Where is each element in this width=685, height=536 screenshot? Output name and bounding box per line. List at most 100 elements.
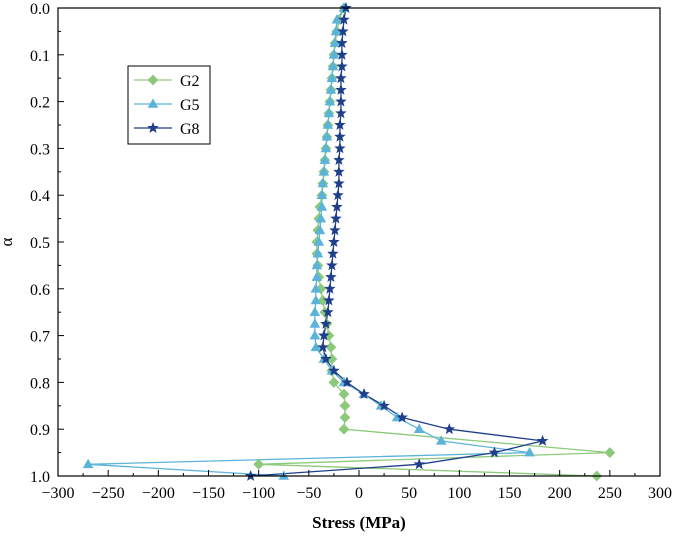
x-tick-label: −300 bbox=[41, 485, 74, 502]
data-point-g8 bbox=[323, 294, 335, 306]
x-tick-label: 0 bbox=[355, 485, 363, 502]
data-point-g5 bbox=[320, 142, 332, 153]
data-point-g8 bbox=[324, 282, 336, 294]
data-point-g5 bbox=[312, 248, 324, 258]
data-point-g5 bbox=[327, 60, 339, 71]
x-tick-label: 100 bbox=[447, 485, 471, 502]
y-tick-label: 0.2 bbox=[30, 95, 50, 112]
data-point-g5 bbox=[317, 177, 329, 188]
data-point-g2 bbox=[253, 458, 265, 470]
data-point-g5 bbox=[323, 107, 335, 118]
legend-label-g5: G5 bbox=[180, 97, 200, 114]
data-point-g8 bbox=[334, 118, 346, 130]
data-point-g5 bbox=[314, 224, 326, 235]
legend-box bbox=[127, 65, 211, 145]
data-point-g5 bbox=[322, 119, 334, 129]
data-point-g5 bbox=[331, 14, 343, 24]
y-tick-label: 0.8 bbox=[30, 375, 50, 392]
x-axis-label: Stress (MPa) bbox=[312, 513, 406, 532]
y-tick-label: 0.3 bbox=[30, 141, 50, 158]
data-point-g5 bbox=[321, 131, 333, 141]
legend-marker-g5 bbox=[147, 98, 159, 108]
data-point-g2 bbox=[325, 341, 337, 353]
data-point-g8 bbox=[536, 434, 549, 446]
data-point-g8 bbox=[378, 399, 390, 411]
data-point-g8 bbox=[335, 95, 347, 107]
data-point-g8 bbox=[330, 212, 342, 224]
data-point-g8 bbox=[332, 189, 344, 201]
data-point-g8 bbox=[325, 271, 337, 282]
x-tick-label: 200 bbox=[548, 485, 572, 502]
y-tick-label: 0.9 bbox=[30, 422, 50, 439]
data-point-g2 bbox=[328, 376, 340, 388]
x-tick-label: 50 bbox=[401, 485, 417, 502]
data-point-g8 bbox=[488, 446, 501, 458]
data-point-g5 bbox=[325, 84, 337, 94]
data-point-g8 bbox=[335, 83, 347, 95]
data-point-g5 bbox=[309, 306, 321, 317]
legend-label-g8: G8 bbox=[180, 121, 200, 138]
data-point-g5 bbox=[329, 37, 341, 47]
data-point-g8 bbox=[334, 130, 346, 142]
data-point-g8 bbox=[341, 376, 353, 388]
data-point-g5 bbox=[315, 212, 327, 223]
data-point-g8 bbox=[335, 107, 347, 119]
data-point-g5 bbox=[310, 341, 322, 352]
data-point-g8 bbox=[338, 13, 350, 25]
data-point-g8 bbox=[358, 388, 370, 399]
data-point-g8 bbox=[336, 48, 348, 60]
data-point-g8 bbox=[318, 329, 330, 341]
x-tick-label: 300 bbox=[648, 485, 672, 502]
data-point-g5 bbox=[82, 458, 94, 469]
data-point-g2 bbox=[338, 388, 350, 400]
data-point-g5 bbox=[328, 49, 340, 59]
data-point-g8 bbox=[396, 411, 408, 423]
x-tick-label: 250 bbox=[598, 485, 622, 502]
y-tick-label: 0.1 bbox=[30, 48, 50, 65]
data-point-g8 bbox=[333, 165, 345, 177]
y-axis-ticks: 0.0 0.1 0.2 0.3 0.4 0.5 0.6 0.7 0.8 0.9 1.0 bbox=[30, 1, 64, 486]
data-point-g2 bbox=[338, 423, 350, 435]
data-point-g5 bbox=[413, 423, 425, 434]
data-point-g8 bbox=[328, 235, 340, 247]
data-point-g8 bbox=[335, 72, 347, 84]
data-point-g5 bbox=[319, 154, 331, 164]
data-point-g8 bbox=[443, 423, 456, 435]
data-point-g8 bbox=[336, 37, 348, 48]
y-tick-label: 0.0 bbox=[30, 1, 50, 18]
data-point-g5 bbox=[310, 283, 322, 293]
data-point-g5 bbox=[318, 166, 330, 176]
x-tick-label: −100 bbox=[242, 485, 275, 502]
x-tick-label: −200 bbox=[142, 485, 175, 502]
y-tick-label: 0.4 bbox=[30, 188, 50, 205]
data-point-g8 bbox=[317, 341, 329, 353]
x-axis-ticks: −300 −250 −200 −150 −100 −50 0 50 100 150 200 250 30… bbox=[41, 470, 672, 502]
x-tick-label: −150 bbox=[192, 485, 225, 502]
data-point-g5 bbox=[435, 435, 447, 445]
data-point-g5 bbox=[330, 25, 342, 36]
data-point-g2 bbox=[339, 400, 351, 412]
data-point-g5 bbox=[324, 95, 336, 106]
series-line-g2 bbox=[258, 7, 610, 477]
data-point-g8 bbox=[327, 247, 339, 259]
data-point-g5 bbox=[311, 271, 323, 281]
data-point-g8 bbox=[320, 317, 332, 329]
data-point-g5 bbox=[310, 294, 322, 305]
data-point-g5 bbox=[311, 259, 323, 270]
legend-marker-g2 bbox=[147, 74, 159, 86]
data-point-g8 bbox=[334, 142, 346, 154]
data-point-g8 bbox=[336, 60, 348, 72]
x-tick-label: −250 bbox=[92, 485, 125, 502]
data-point-g8 bbox=[331, 200, 343, 212]
y-tick-label: 0.6 bbox=[30, 282, 50, 299]
series-line-g8 bbox=[250, 7, 543, 477]
data-point-g5 bbox=[309, 318, 321, 328]
y-axis-label: α bbox=[0, 237, 16, 246]
data-point-g8 bbox=[337, 25, 349, 37]
data-point-g8 bbox=[328, 364, 340, 376]
data-point-g5 bbox=[316, 189, 328, 199]
x-tick-label: −50 bbox=[296, 485, 321, 502]
data-point-g5 bbox=[524, 446, 535, 457]
legend-marker-g8 bbox=[147, 121, 159, 133]
series-markers bbox=[82, 1, 616, 482]
